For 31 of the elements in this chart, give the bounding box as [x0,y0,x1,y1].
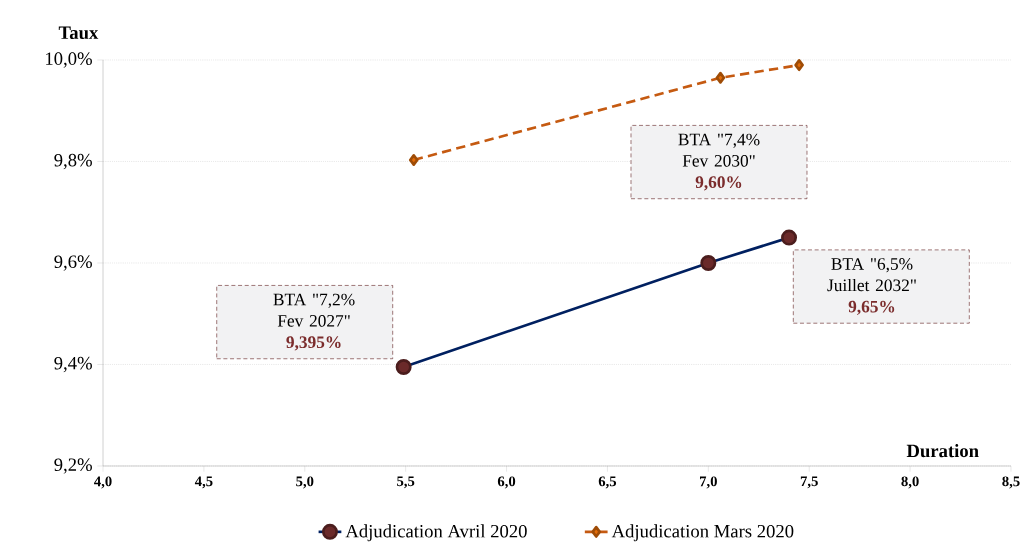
x-tick-label: 4,0 [94,476,112,489]
legend-label: Adjudication Avril 2020 [345,524,527,542]
x-axis-title: Duration [906,444,979,458]
annotation: BTA "7,4% Fev 2030" [678,133,760,167]
annotation: BTA "6,5% Juillet 2032" [827,258,916,292]
annotation: 9,395% [286,336,341,351]
point [408,153,419,166]
point [715,71,726,84]
x-tick-label: 8,0 [901,476,919,489]
x-tick-label: 4,5 [194,476,213,489]
x-tick-label: 8,5 [1002,476,1020,489]
y-tick-label: 9,6% [54,255,92,271]
y-tick-label: 9,8% [54,153,92,170]
point [395,359,412,376]
x-tick-label: 5,5 [397,476,415,489]
annotation: 9,60% [695,176,742,191]
y-tick-label: 9,2% [54,458,92,474]
x-tick-label: 5,0 [296,476,314,489]
y-tick-label: 10,0% [46,52,92,68]
point [781,229,798,246]
point [700,254,717,271]
y-axis-title: Taux [58,26,99,40]
annotation: 9,65% [848,300,895,315]
point [794,59,804,72]
x-tick-label: 6,5 [598,476,617,489]
annotation: BTA "7,2% Fev 2027" [273,293,355,327]
x-tick-label: 7,0 [700,476,717,489]
y-tick-label: 9,4% [54,356,92,373]
x-tick-label: 7,5 [800,476,818,489]
legend-label: Adjudication Mars 2020 [611,524,794,542]
x-tick-label: 6,0 [497,476,516,489]
